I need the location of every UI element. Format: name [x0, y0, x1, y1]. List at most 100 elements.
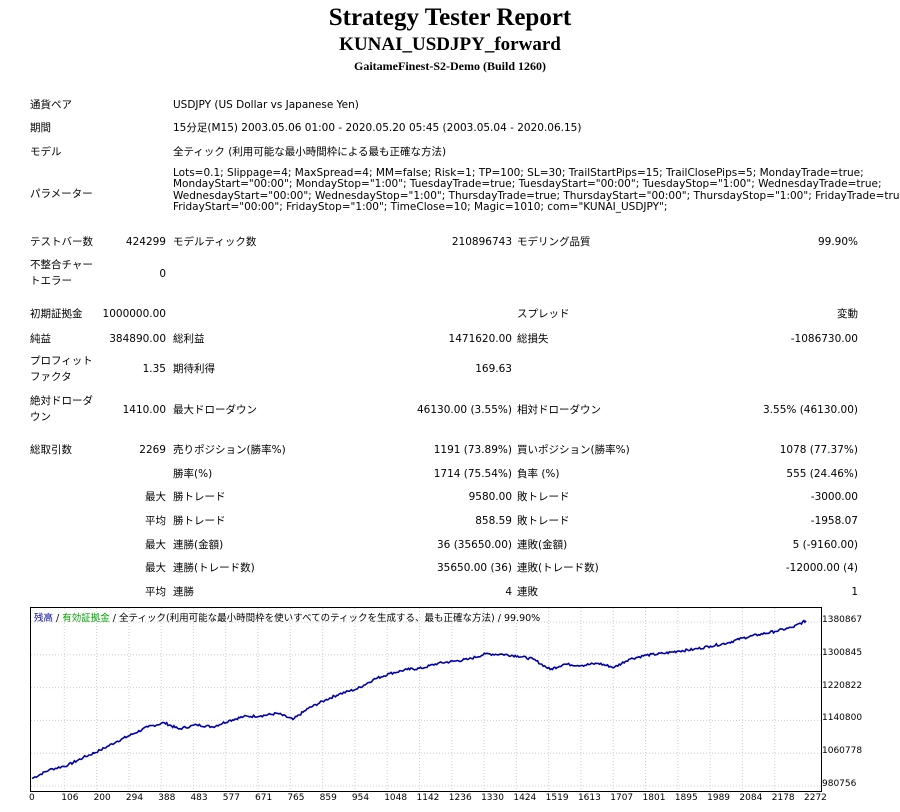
server-build: GaitameFinest-S2-Demo (Build 1260)	[354, 59, 546, 73]
win-rate-value: 1714 (75.54%)	[433, 468, 512, 480]
spread-label: スプレッド	[517, 308, 570, 320]
params-value: Lots=0.1; Slippage=4; MaxSpread=4; MM=fa…	[173, 167, 900, 214]
rel-drawdown-label: 相対ドローダウン	[517, 404, 601, 416]
mismatch-value: 0	[159, 268, 166, 280]
legend-balance: 残高	[34, 613, 54, 624]
short-positions-label: 売りポジション(勝率%)	[173, 444, 286, 456]
largest-loss-label: 敗トレード	[517, 491, 570, 503]
y-tick-label: 1300845	[822, 647, 863, 658]
chart-plot	[31, 608, 821, 791]
expected-payoff-value: 169.63	[475, 363, 512, 375]
deposit-value: 1000000.00	[102, 308, 166, 320]
mismatch-label-line2: トエラー	[30, 275, 72, 287]
x-tick-label: 1801	[642, 793, 666, 803]
net-value: 384890.00	[109, 333, 166, 345]
max-drawdown-label: 最大ドローダウン	[173, 404, 257, 416]
profit-factor-value: 1.35	[142, 363, 166, 375]
largest-loss-value: -3000.00	[810, 491, 858, 503]
avg-consec-losses-value: 1	[851, 586, 858, 598]
x-tick-label: 294	[125, 793, 144, 803]
report-title: Strategy Tester Report	[328, 4, 572, 31]
x-tick-label: 483	[190, 793, 208, 803]
avg-consec-wins-value: 4	[505, 586, 512, 598]
largest-win-label: 勝トレード	[173, 491, 226, 503]
bars-label: テストバー数	[30, 236, 93, 248]
consec-wins-money-value: 36 (35650.00)	[437, 539, 512, 551]
ticks-label: モデルティック数	[173, 236, 257, 248]
x-tick-label: 1707	[610, 793, 634, 803]
consec-losses-count-value: -12000.00 (4)	[785, 562, 858, 574]
avg-win-label: 勝トレード	[173, 515, 226, 527]
max-drawdown-value: 46130.00 (3.55%)	[417, 404, 512, 416]
y-tick-label: 1060778	[822, 746, 863, 757]
x-tick-label: 1236	[448, 793, 472, 803]
abs-drawdown-label-line2: ウン	[30, 411, 51, 423]
gross-loss-value: -1086730.00	[790, 333, 858, 345]
quality-value: 99.90%	[817, 236, 858, 248]
x-tick-label: 1424	[513, 793, 537, 803]
y-tick-label: 1220822	[822, 680, 863, 691]
total-trades-label: 総取引数	[30, 444, 72, 456]
consec-losses-count-label: 連敗(トレード数)	[517, 562, 599, 574]
x-tick-label: 765	[287, 793, 305, 803]
balance-chart: 残高 / 有効証拠金 / 全ティック(利用可能な最小時間枠を使いすべてのティック…	[30, 607, 822, 792]
model-label: モデル	[30, 146, 62, 158]
mismatch-label: 不整合チャー	[30, 259, 93, 271]
x-tick-label: 0	[29, 793, 35, 803]
profit-factor-label: プロフィット	[30, 355, 93, 367]
consec-wins-count-value: 35650.00 (36)	[437, 562, 512, 574]
x-tick-label: 2178	[771, 793, 795, 803]
x-tick-label: 1330	[481, 793, 504, 803]
x-tick-label: 2084	[739, 793, 763, 803]
consec-wins-count-label: 連勝(トレード数)	[173, 562, 255, 574]
avg-loss-value: -1958.07	[810, 515, 858, 527]
win-rate-label: 勝率(%)	[173, 468, 213, 480]
max-prefix: 最大	[145, 539, 166, 551]
short-positions-value: 1191 (73.89%)	[433, 444, 512, 456]
average-prefix: 平均	[145, 515, 166, 527]
largest-prefix: 最大	[145, 491, 166, 503]
net-label: 純益	[30, 333, 51, 345]
avg-loss-label: 敗トレード	[517, 515, 570, 527]
avg-win-value: 858.59	[475, 515, 512, 527]
largest-win-value: 9580.00	[468, 491, 512, 503]
x-tick-label: 1519	[545, 793, 569, 803]
x-tick-label: 2272	[804, 793, 827, 803]
x-tick-label: 1048	[384, 793, 408, 803]
bars-value: 424299	[125, 236, 166, 248]
x-tick-label: 1613	[577, 793, 601, 803]
abs-drawdown-label: 絶対ドローダ	[30, 395, 93, 407]
long-positions-value: 1078 (77.37%)	[779, 444, 858, 456]
params-line: FridayStart="00:00"; FridayStop="1:00"; …	[173, 201, 668, 214]
gross-profit-value: 1471620.00	[448, 333, 512, 345]
consec-wins-money-label: 連勝(金額)	[173, 539, 224, 551]
pair-label: 通貨ペア	[30, 99, 72, 111]
y-tick-label: 980756	[822, 779, 857, 789]
x-tick-label: 200	[93, 793, 111, 803]
abs-drawdown-value: 1410.00	[122, 404, 166, 416]
consec-losses-money-value: 5 (-9160.00)	[792, 539, 858, 551]
loss-rate-label: 負率 (%)	[517, 468, 560, 480]
expected-payoff-label: 期待利得	[173, 363, 215, 375]
y-tick-label: 1140800	[822, 713, 863, 724]
x-tick-label: 1142	[416, 793, 440, 803]
params-label: パラメーター	[30, 188, 93, 200]
total-trades-value: 2269	[139, 444, 166, 456]
y-tick-label: 1380867	[822, 615, 863, 625]
expert-name: KUNAI_USDJPY_forward	[339, 34, 561, 55]
average-prefix: 平均	[145, 586, 166, 598]
balance-line	[31, 619, 807, 780]
rel-drawdown-value: 3.55% (46130.00)	[763, 404, 858, 416]
x-tick-label: 1989	[707, 793, 731, 803]
chart-legend: 残高 / 有効証拠金 / 全ティック(利用可能な最小時間枠を使いすべてのティック…	[34, 613, 541, 624]
ticks-value: 210896743	[451, 236, 512, 248]
profit-factor-label-line2: ファクタ	[30, 371, 72, 383]
deposit-label: 初期証拠金	[30, 308, 83, 320]
period-label: 期間	[30, 122, 51, 134]
x-tick-label: 577	[222, 793, 240, 803]
quality-label: モデリング品質	[517, 236, 591, 248]
period-value: 15分足(M15) 2003.05.06 01:00 - 2020.05.20 …	[173, 122, 582, 134]
loss-rate-value: 555 (24.46%)	[786, 468, 858, 480]
x-tick-label: 106	[61, 793, 79, 803]
avg-consec-wins-label: 連勝	[173, 586, 194, 598]
